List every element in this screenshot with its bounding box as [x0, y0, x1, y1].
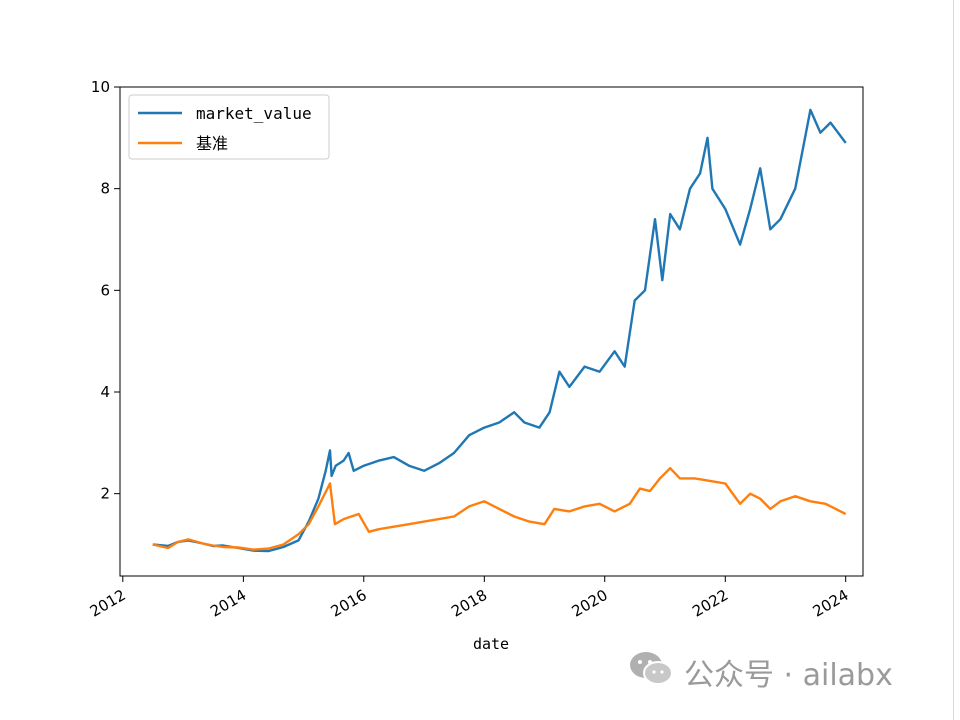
y-tick-label-10: 10 — [91, 78, 110, 96]
plot-area — [119, 86, 864, 577]
series-line-benchmark — [152, 467, 847, 551]
wechat-icon — [628, 648, 674, 696]
legend-label-benchmark: 基准 — [196, 134, 228, 153]
x-tick-label-2022: 2022 — [689, 586, 731, 621]
x-axis: 2012 2014 2016 2018 2020 2022 2024 — [87, 576, 852, 621]
legend: market_value 基准 — [128, 94, 330, 160]
watermark-text: 公众号 · ailabx — [684, 658, 893, 693]
x-tick-label-2016: 2016 — [328, 586, 370, 621]
x-tick-label-2024: 2024 — [810, 586, 852, 621]
legend-label-market-value: market_value — [196, 104, 312, 123]
right-edge-divider — [953, 0, 954, 720]
plot-frame — [119, 86, 864, 577]
x-tick-label-2012: 2012 — [87, 586, 129, 621]
y-tick-label-6: 6 — [100, 281, 110, 299]
y-tick-label-2: 2 — [100, 485, 110, 503]
series-layer — [152, 108, 847, 553]
x-tick-label-2014: 2014 — [207, 586, 249, 621]
x-axis-label: date — [473, 635, 509, 653]
y-axis: 2 4 6 8 10 — [91, 78, 120, 503]
y-tick-label-4: 4 — [100, 383, 110, 401]
x-tick-label-2018: 2018 — [448, 586, 490, 621]
y-tick-label-8: 8 — [100, 180, 110, 198]
x-tick-label-2020: 2020 — [569, 586, 611, 621]
series-line-market-value — [152, 108, 847, 553]
watermark: 公众号 · ailabx — [628, 648, 893, 696]
